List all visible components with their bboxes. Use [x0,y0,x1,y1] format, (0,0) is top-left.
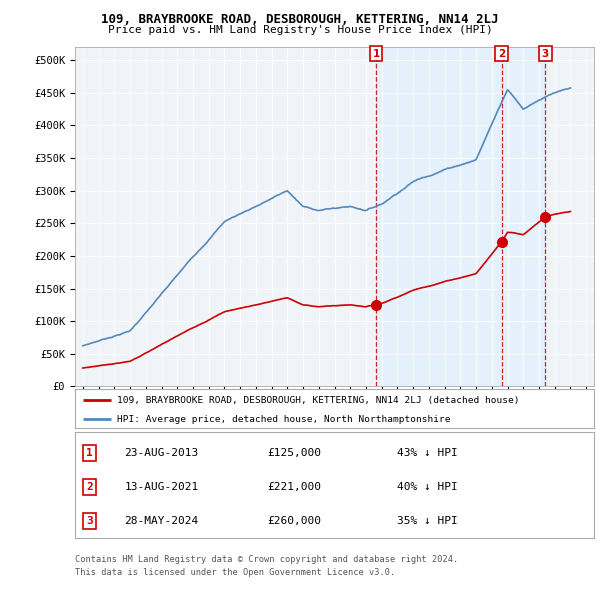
Text: 13-AUG-2021: 13-AUG-2021 [124,482,199,492]
Text: 2: 2 [498,49,505,59]
Text: Price paid vs. HM Land Registry's House Price Index (HPI): Price paid vs. HM Land Registry's House … [107,25,493,35]
Text: £125,000: £125,000 [267,448,321,458]
Text: £221,000: £221,000 [267,482,321,492]
Text: 40% ↓ HPI: 40% ↓ HPI [397,482,458,492]
Text: 1: 1 [86,448,93,458]
Text: Contains HM Land Registry data © Crown copyright and database right 2024.: Contains HM Land Registry data © Crown c… [75,555,458,563]
Text: HPI: Average price, detached house, North Northamptonshire: HPI: Average price, detached house, Nort… [116,415,450,424]
Text: 23-AUG-2013: 23-AUG-2013 [124,448,199,458]
Bar [376,47,545,386]
Text: 2: 2 [86,482,93,492]
Text: 3: 3 [86,516,93,526]
Text: 35% ↓ HPI: 35% ↓ HPI [397,516,458,526]
Text: 109, BRAYBROOKE ROAD, DESBOROUGH, KETTERING, NN14 2LJ (detached house): 109, BRAYBROOKE ROAD, DESBOROUGH, KETTER… [116,396,519,405]
Text: 109, BRAYBROOKE ROAD, DESBOROUGH, KETTERING, NN14 2LJ: 109, BRAYBROOKE ROAD, DESBOROUGH, KETTER… [101,13,499,26]
Text: £260,000: £260,000 [267,516,321,526]
Text: 1: 1 [373,49,380,59]
Text: This data is licensed under the Open Government Licence v3.0.: This data is licensed under the Open Gov… [75,568,395,576]
Text: 28-MAY-2024: 28-MAY-2024 [124,516,199,526]
Text: 3: 3 [542,49,549,59]
Text: 43% ↓ HPI: 43% ↓ HPI [397,448,458,458]
